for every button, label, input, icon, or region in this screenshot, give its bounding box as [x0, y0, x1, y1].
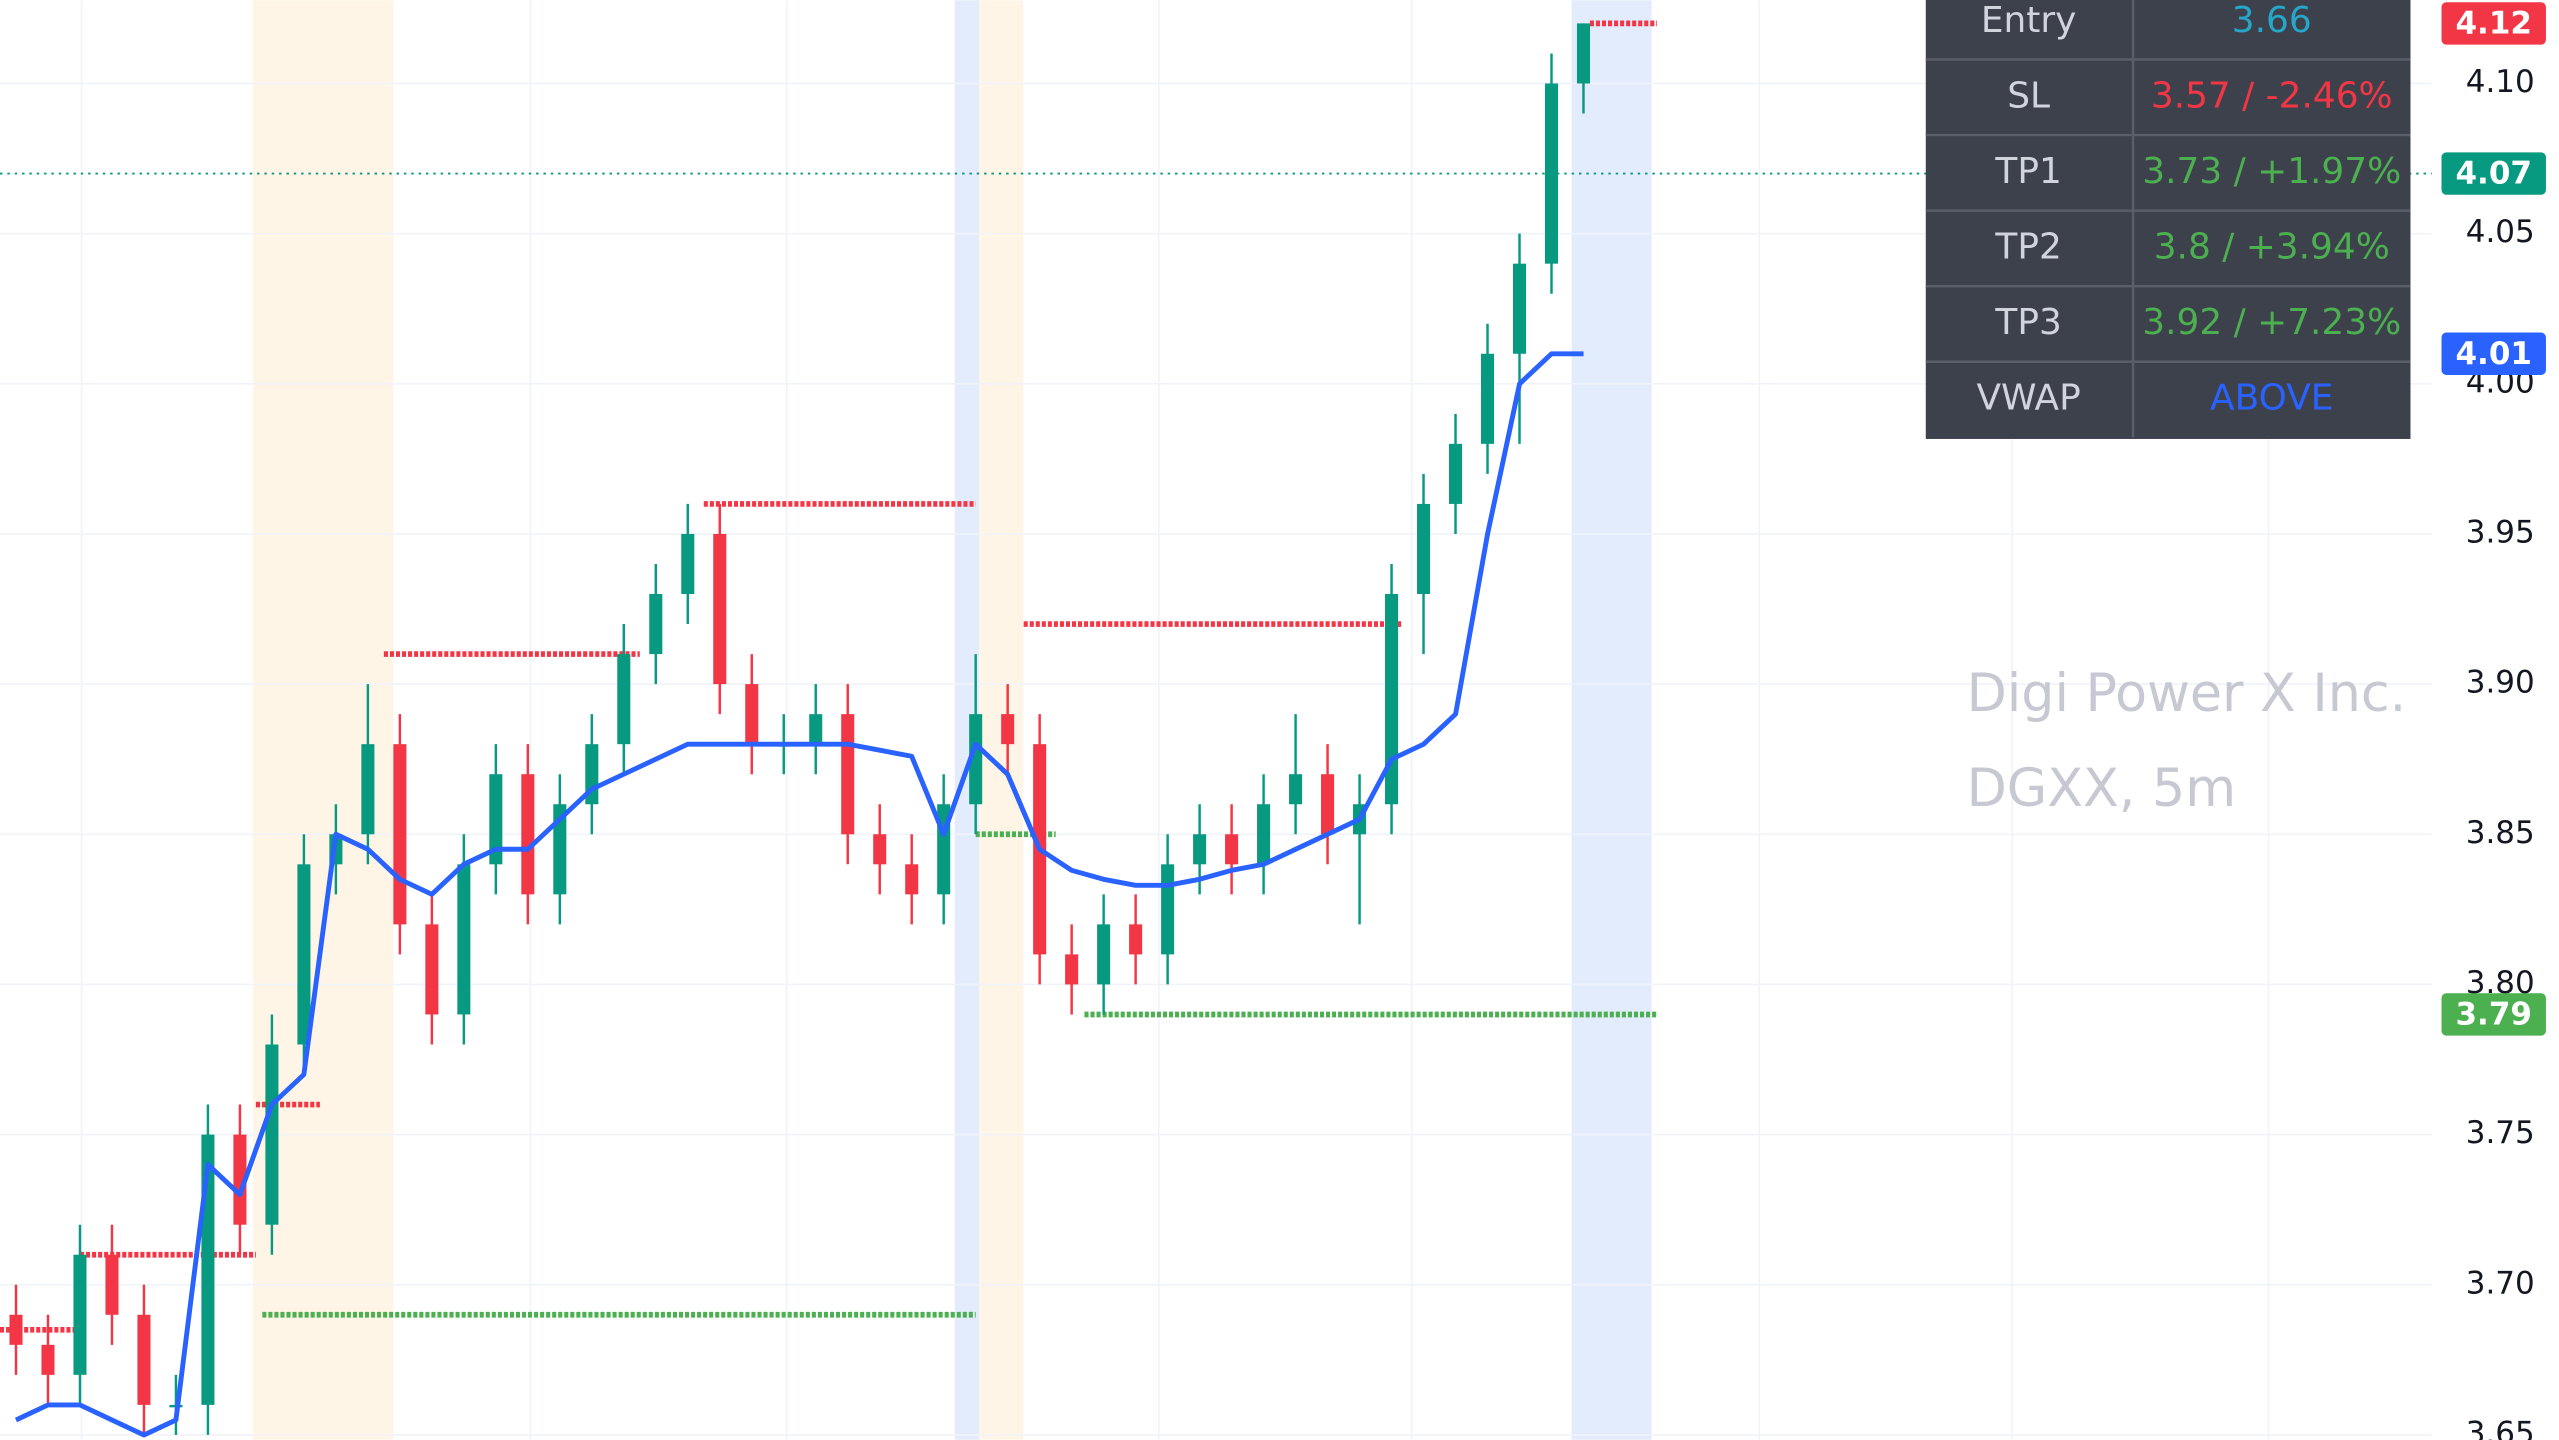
candle-body: [713, 533, 727, 685]
candle-body: [873, 834, 887, 865]
candle-body: [521, 774, 535, 895]
table-value: 3.57 / -2.46%: [2151, 75, 2393, 116]
candle-body: [393, 744, 407, 925]
candle-body: [361, 744, 375, 835]
candle-body: [809, 714, 823, 745]
candle-body: [233, 1134, 247, 1225]
table-bg: [1925, 0, 2411, 439]
y-tick-label: 3.70: [2466, 1265, 2535, 1301]
table-label: SL: [2007, 75, 2050, 116]
y-tick-label: 3.65: [2466, 1415, 2535, 1440]
candle-body: [489, 774, 503, 865]
table-label: TP3: [1994, 302, 2061, 343]
price-tag-label: 3.79: [2455, 997, 2531, 1033]
price-tag: [2441, 993, 2546, 1036]
candle-body: [681, 533, 695, 595]
candle-body: [457, 864, 471, 1015]
watermark: DGXX, 5m: [1967, 759, 2237, 819]
candle-body: [1512, 263, 1527, 354]
candle-body: [73, 1254, 87, 1375]
candle-body: [905, 864, 919, 895]
price-tag-label: 4.07: [2455, 156, 2531, 192]
candle-body: [1225, 834, 1239, 865]
table-label: TP1: [1994, 151, 2061, 192]
price-tag-label: 4.12: [2455, 6, 2531, 42]
candle-body: [1417, 503, 1431, 595]
candle-body: [1576, 23, 1591, 84]
y-tick-label: 4.05: [2466, 214, 2535, 250]
candle-body: [105, 1254, 119, 1315]
price-tag: [2441, 332, 2546, 375]
candle-body: [617, 654, 631, 745]
y-tick-label: 3.85: [2466, 815, 2535, 851]
table-label: VWAP: [1976, 378, 2080, 419]
price-tag: [2441, 2, 2546, 45]
candle-body: [1001, 714, 1015, 745]
candle-body: [1289, 774, 1303, 805]
candle-body: [1480, 353, 1495, 444]
y-tick-label: 4.10: [2466, 64, 2535, 100]
candle-body: [265, 1044, 279, 1225]
candle-body: [553, 804, 567, 895]
price-tag-label: 4.01: [2455, 336, 2531, 372]
y-tick-label: 3.90: [2466, 665, 2535, 701]
watermark: Digi Power X Inc.: [1967, 664, 2407, 724]
session-band: [1571, 0, 1652, 1440]
vwap-line: [14, 351, 1584, 1438]
table-value: ABOVE: [2210, 378, 2333, 419]
candle-body: [425, 924, 439, 1015]
price-tag: [2441, 152, 2546, 195]
candle-body: [969, 714, 983, 805]
table-value: 3.66: [2232, 0, 2312, 41]
table-label: TP2: [1994, 226, 2061, 267]
candle-body: [649, 594, 663, 655]
candle-body: [9, 1314, 23, 1345]
candle-body: [1161, 864, 1175, 955]
table-value: 3.92 / +7.23%: [2142, 302, 2401, 343]
y-tick-label: 3.75: [2466, 1115, 2535, 1151]
candle-body: [1385, 594, 1399, 805]
candle-body: [1065, 954, 1079, 985]
candle-body: [1321, 774, 1335, 835]
table-value: 3.73 / +1.97%: [2142, 151, 2401, 192]
candle-body: [1129, 924, 1143, 955]
candle-body: [1544, 83, 1559, 264]
candle-body: [297, 864, 311, 1045]
candle-body: [1257, 804, 1271, 865]
candle-body: [137, 1314, 151, 1405]
candle-body: [1193, 834, 1207, 865]
candle-body: [1097, 924, 1111, 985]
table-value: 3.8 / +3.94%: [2154, 226, 2390, 267]
y-tick-label: 3.95: [2466, 514, 2535, 550]
table-label: Entry: [1981, 0, 2076, 41]
candle-body: [1449, 443, 1463, 504]
candle-body: [841, 714, 855, 835]
candle-body: [745, 684, 759, 745]
candle-body: [41, 1344, 55, 1375]
